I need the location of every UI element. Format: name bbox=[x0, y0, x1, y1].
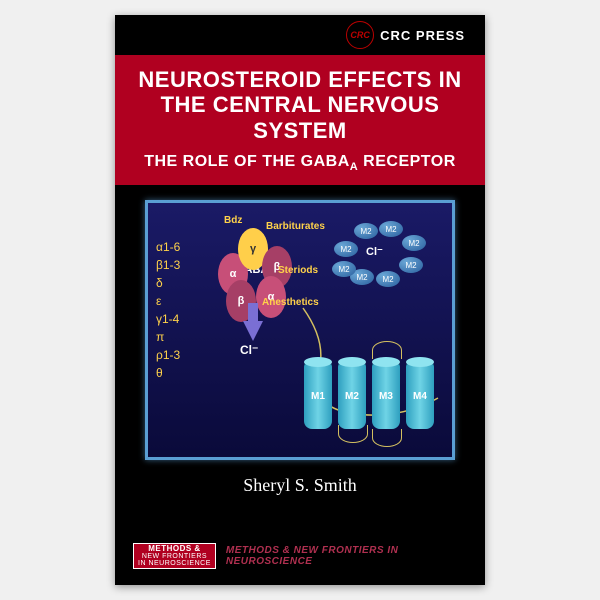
series-bar: METHODS & NEW FRONTIERS IN NEUROSCIENCE … bbox=[133, 541, 467, 571]
chloride-label-cluster: Cl⁻ bbox=[366, 245, 383, 258]
series-badge: METHODS & NEW FRONTIERS IN NEUROSCIENCE bbox=[133, 543, 216, 569]
m2-subunit: M2 bbox=[332, 261, 356, 277]
cyl-loop-2 bbox=[372, 429, 402, 447]
diagram-frame: α1-6β1-3δεγ1-4πρ1-3θ GABA αγβαβ Cl⁻ Cl⁻ … bbox=[145, 200, 455, 460]
publisher-bar: CRC CRC PRESS bbox=[115, 15, 485, 55]
cyl-loop-top bbox=[372, 341, 402, 359]
title-line2: THE CENTRAL NERVOUS SYSTEM bbox=[161, 92, 440, 142]
binding-site-label: Bdz bbox=[224, 215, 242, 226]
publisher-logo: CRC CRC PRESS bbox=[346, 21, 465, 49]
publisher-name: CRC PRESS bbox=[380, 28, 465, 43]
chloride-label-bottom: Cl⁻ bbox=[240, 343, 258, 357]
transmembrane-cylinder: M4 bbox=[406, 359, 434, 429]
badge-line2: NEW FRONTIERS bbox=[142, 553, 207, 560]
greek-label: α1-6 bbox=[156, 238, 180, 256]
cyl-loop-1 bbox=[338, 425, 368, 443]
subtitle-pre: THE ROLE OF THE GABA bbox=[144, 153, 350, 170]
greek-label: ε bbox=[156, 292, 180, 310]
m2-subunit: M2 bbox=[376, 271, 400, 287]
m2-subunit: M2 bbox=[399, 257, 423, 273]
greek-label: π bbox=[156, 328, 180, 346]
greek-label: ρ1-3 bbox=[156, 346, 180, 364]
m2-subunit: M2 bbox=[379, 221, 403, 237]
badge-line1: METHODS & bbox=[148, 545, 201, 553]
chloride-arrow-stem bbox=[248, 303, 258, 323]
author-name: Sheryl S. Smith bbox=[115, 475, 485, 496]
title-main: NEUROSTEROID EFFECTS IN THE CENTRAL NERV… bbox=[135, 67, 465, 143]
transmembrane-cylinder: M3 bbox=[372, 359, 400, 429]
badge-line3: IN NEUROSCIENCE bbox=[138, 560, 211, 567]
transmembrane-cylinder: M1 bbox=[304, 359, 332, 429]
author-zone: Sheryl S. Smith bbox=[115, 475, 485, 496]
transmembrane-cylinder: M2 bbox=[338, 359, 366, 429]
subtitle-sub: A bbox=[350, 161, 358, 173]
subtitle-post: RECEPTOR bbox=[358, 153, 456, 170]
greek-label: β1-3 bbox=[156, 256, 180, 274]
book-cover: CRC CRC PRESS NEUROSTEROID EFFECTS IN TH… bbox=[115, 15, 485, 585]
m2-cluster: Cl⁻ M2M2M2M2M2M2M2M2 bbox=[324, 213, 434, 293]
transmembrane-cylinders: M1M2M3M4 bbox=[304, 359, 434, 429]
receptor-diagram: α1-6β1-3δεγ1-4πρ1-3θ GABA αγβαβ Cl⁻ Cl⁻ … bbox=[148, 203, 452, 457]
binding-site-label: Barbiturates bbox=[266, 221, 325, 232]
m2-subunit: M2 bbox=[354, 223, 378, 239]
title-subtitle: THE ROLE OF THE GABAA RECEPTOR bbox=[144, 153, 456, 173]
title-line1: NEUROSTEROID EFFECTS IN bbox=[138, 67, 461, 92]
m2-subunit: M2 bbox=[334, 241, 358, 257]
binding-site-label: Steriods bbox=[278, 265, 318, 276]
chloride-arrow-icon bbox=[243, 321, 263, 341]
greek-label: θ bbox=[156, 364, 180, 382]
binding-site-label: Anesthetics bbox=[262, 297, 319, 308]
title-band: NEUROSTEROID EFFECTS IN THE CENTRAL NERV… bbox=[115, 55, 485, 185]
crc-circle-icon: CRC bbox=[346, 21, 374, 49]
series-text: METHODS & NEW FRONTIERS IN NEUROSCIENCE bbox=[226, 545, 467, 567]
m2-subunit: M2 bbox=[402, 235, 426, 251]
greek-labels: α1-6β1-3δεγ1-4πρ1-3θ bbox=[156, 238, 180, 382]
greek-label: δ bbox=[156, 274, 180, 292]
greek-label: γ1-4 bbox=[156, 310, 180, 328]
